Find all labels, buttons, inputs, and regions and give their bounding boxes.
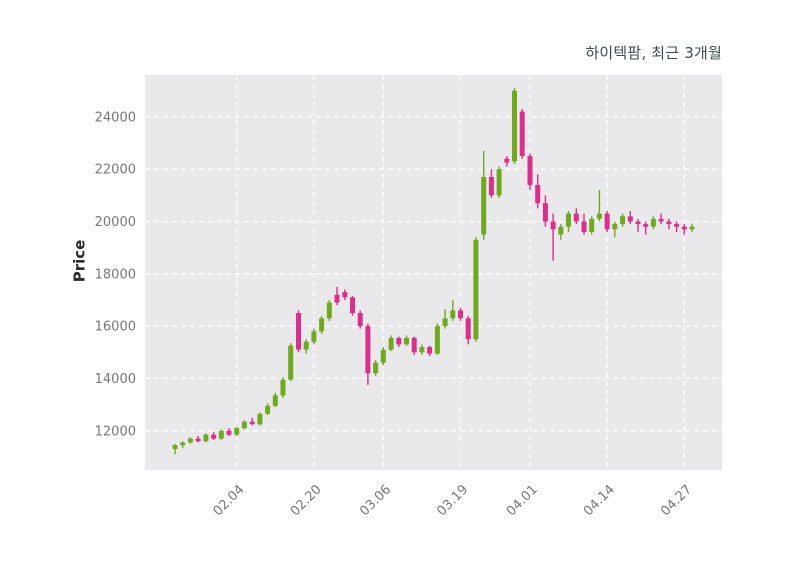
x-tick-label: 03.06: [357, 482, 394, 519]
plot-area: [145, 75, 722, 470]
candle-body: [211, 434, 217, 439]
candle-body: [658, 218, 664, 222]
x-tick-label: 04.27: [658, 482, 695, 519]
candle-body: [681, 226, 687, 230]
y-tick-label: 24000: [95, 110, 136, 125]
candle-body: [604, 213, 610, 230]
candle-body: [450, 310, 456, 319]
candle-body: [288, 345, 294, 380]
y-tick-label: 14000: [95, 372, 136, 387]
candle-body: [650, 218, 656, 227]
candle-body: [373, 362, 379, 374]
candle-body: [504, 158, 510, 163]
candle-body: [249, 421, 255, 425]
candle-body: [496, 169, 502, 196]
candle-body: [296, 313, 301, 350]
candle-body: [234, 428, 240, 435]
x-tick-label: 02.20: [288, 482, 325, 519]
candle-body: [187, 438, 193, 443]
candle-body: [257, 413, 263, 425]
candle-body: [488, 177, 494, 196]
candle-body: [411, 337, 417, 353]
candle-body: [380, 349, 386, 363]
candle-body: [226, 430, 232, 435]
candle-body: [203, 434, 209, 442]
x-tick-label: 04.14: [581, 482, 618, 519]
candle-body: [350, 297, 355, 314]
candle-body: [265, 405, 271, 414]
x-tick-label: 02.04: [211, 482, 248, 519]
candle-body: [303, 341, 309, 350]
candle-body: [357, 313, 363, 327]
candle-body: [473, 239, 479, 340]
candle-body: [180, 442, 186, 446]
candle-body: [481, 177, 487, 235]
candle-body: [643, 224, 649, 227]
candle-body: [334, 294, 340, 303]
candle-body: [465, 318, 471, 340]
candle-body: [512, 90, 517, 162]
candle-body: [581, 221, 587, 232]
candle-body: [311, 331, 317, 342]
y-tick-label: 16000: [95, 320, 136, 335]
candle-body: [427, 347, 433, 354]
candle-body: [434, 326, 440, 354]
candle-body: [542, 203, 548, 222]
x-tick-label: 03.19: [434, 482, 471, 519]
candle-body: [241, 421, 247, 429]
candle-body: [195, 438, 201, 442]
y-tick-label: 20000: [95, 215, 136, 230]
candle-body: [620, 216, 626, 225]
candle-body: [635, 221, 641, 225]
y-axis-label: Price: [70, 239, 89, 283]
candle-body: [365, 326, 371, 374]
candle-body: [558, 226, 564, 235]
y-tick-label: 18000: [95, 267, 136, 282]
candle-body: [172, 445, 178, 449]
candle-body: [458, 310, 463, 319]
chart-title: 하이텍팜, 최근 3개월: [585, 44, 722, 62]
candle-body: [396, 337, 402, 345]
candle-body: [535, 184, 541, 204]
candle-body: [326, 302, 332, 319]
candle-body: [550, 221, 556, 230]
candle-body: [218, 430, 224, 439]
candle-body: [674, 224, 680, 227]
x-tick-label: 04.01: [504, 482, 541, 519]
candle-body: [573, 213, 579, 222]
candle-body: [527, 156, 533, 185]
candle-body: [388, 337, 394, 350]
candle-body: [404, 337, 409, 345]
candle-body: [272, 395, 278, 406]
candle-body: [689, 226, 695, 230]
candle-body: [342, 292, 348, 298]
candle-body: [589, 218, 595, 232]
candle-body: [612, 224, 618, 230]
candle-body: [596, 213, 602, 219]
candle-body: [666, 221, 672, 225]
candle-body: [627, 216, 633, 222]
candle-body: [566, 213, 571, 227]
candle-body: [319, 318, 325, 332]
candle-body: [419, 347, 425, 353]
y-tick-label: 12000: [95, 424, 136, 439]
candle-body: [442, 318, 448, 327]
candle-body: [519, 111, 525, 157]
candle-body: [280, 379, 286, 396]
y-tick-label: 22000: [95, 163, 136, 178]
